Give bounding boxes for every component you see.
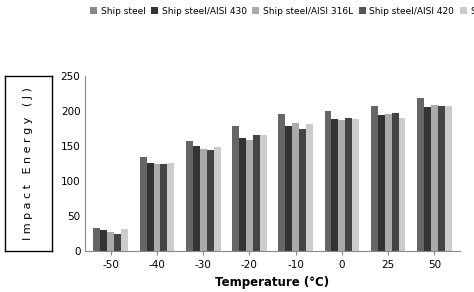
Bar <box>239 138 246 251</box>
Bar <box>346 118 352 251</box>
Bar <box>438 106 445 251</box>
Text: I m p a c t   E n e r g y   ( J ): I m p a c t E n e r g y ( J ) <box>23 87 34 240</box>
Bar <box>207 150 214 251</box>
Bar <box>352 119 359 251</box>
Bar <box>146 163 154 251</box>
Bar <box>214 147 220 251</box>
Bar <box>121 230 128 251</box>
Bar <box>385 114 392 251</box>
Bar <box>246 140 253 251</box>
Bar <box>107 232 114 251</box>
Bar <box>417 98 424 251</box>
Bar <box>299 129 306 251</box>
Bar <box>154 164 160 251</box>
Bar <box>167 163 174 251</box>
Bar <box>325 111 331 251</box>
Bar <box>193 146 200 251</box>
Bar <box>160 164 167 251</box>
Bar <box>253 135 260 251</box>
Bar <box>260 135 267 251</box>
Bar <box>378 115 385 251</box>
Bar <box>392 113 399 251</box>
Bar <box>399 118 405 251</box>
Bar <box>232 126 239 251</box>
Bar <box>338 120 346 251</box>
Bar <box>431 105 438 251</box>
Legend: Ship steel, Ship steel/AISI 430, Ship steel/AISI 316L, Ship steel/AISI 420, Ship: Ship steel, Ship steel/AISI 430, Ship st… <box>90 7 474 16</box>
Bar <box>424 107 431 251</box>
Bar <box>331 119 338 251</box>
Bar <box>93 228 100 251</box>
Bar <box>140 157 146 251</box>
Bar <box>114 234 121 251</box>
X-axis label: Temperature (°C): Temperature (°C) <box>216 276 329 289</box>
Bar <box>278 114 285 251</box>
Bar <box>445 106 452 251</box>
Bar <box>186 141 193 251</box>
Bar <box>292 123 299 251</box>
Bar <box>371 106 378 251</box>
Bar <box>100 230 107 251</box>
Bar <box>285 126 292 251</box>
Bar <box>200 149 207 251</box>
Bar <box>306 124 313 251</box>
